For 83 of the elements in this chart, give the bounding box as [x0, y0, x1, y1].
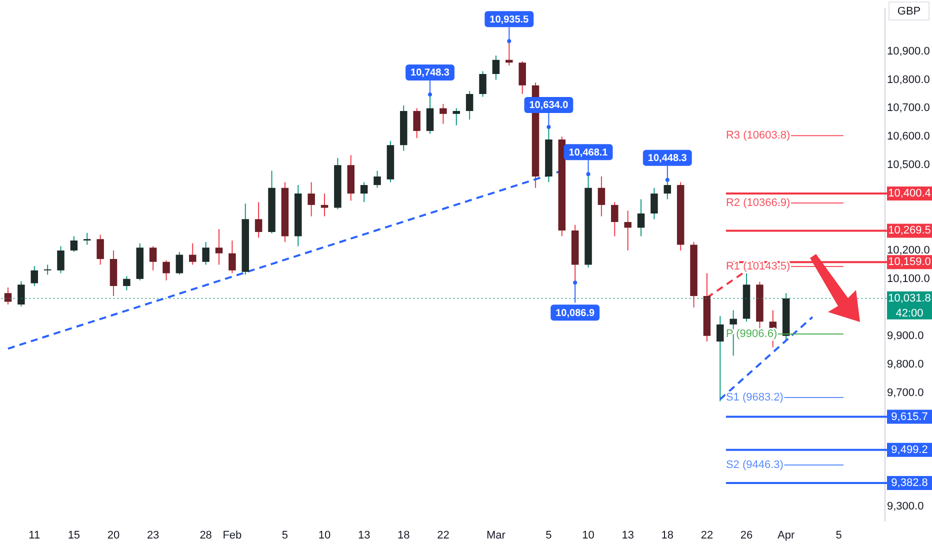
text: 10,935.5 — [490, 14, 529, 26]
y-tick-label: 10,900.0 — [887, 45, 930, 58]
candlestick — [624, 210, 632, 251]
candlestick — [360, 182, 368, 203]
ref-line-label: 10,269.5 — [888, 224, 931, 237]
candlestick — [162, 260, 170, 281]
candlestick — [96, 234, 104, 266]
ref-line-label: R2 (10366.9) — [726, 197, 790, 210]
x-tick-label: Mar — [486, 529, 506, 542]
candlestick — [518, 60, 526, 94]
text: 10,634.0 — [529, 100, 568, 112]
candlestick — [254, 202, 262, 238]
x-tick-label: 5 — [836, 529, 842, 542]
candlestick — [123, 276, 130, 291]
x-tick-label: 26 — [740, 529, 753, 542]
x-tick-label: 13 — [358, 529, 370, 542]
x-tick-label: 5 — [282, 529, 288, 542]
x-tick-label: 13 — [622, 529, 634, 542]
ref-line-label: R1 (10143.5) — [726, 260, 790, 273]
y-tick-label: 9,700.0 — [887, 386, 924, 399]
text: 10,468.1 — [568, 147, 608, 158]
ref-line-label: 10,400.4 — [888, 187, 931, 200]
candlestick — [70, 236, 78, 252]
candlestick — [202, 241, 210, 266]
candlestick — [598, 176, 606, 217]
candlestick — [189, 242, 196, 266]
ref-line-label: 9,382.8 — [891, 477, 928, 490]
candlestick — [492, 55, 500, 80]
y-tick-label: 10,800.0 — [887, 74, 930, 86]
ref-line-label: 10,159.0 — [888, 256, 931, 268]
candlestick — [466, 90, 474, 120]
y-tick-label: 9,800.0 — [887, 358, 924, 370]
candlestick — [57, 246, 64, 274]
candlestick — [479, 70, 486, 98]
x-tick-label: 22 — [437, 529, 450, 542]
x-tick-label: 20 — [107, 529, 120, 542]
candlestick — [637, 198, 645, 237]
candlestick — [320, 193, 328, 217]
y-tick-label: 10,500.0 — [887, 159, 930, 172]
candlestick — [413, 108, 420, 139]
x-tick-label: 11 — [28, 529, 40, 542]
candlestick — [228, 240, 236, 274]
x-tick-label: 15 — [68, 529, 80, 542]
x-tick-label: 10 — [582, 529, 594, 542]
candlestick — [84, 232, 91, 246]
x-tick-label: 18 — [398, 529, 410, 542]
candlestick — [4, 286, 12, 306]
candlestick — [176, 251, 184, 276]
text: GBP — [897, 6, 921, 18]
ref-line-label: R3 (10603.8) — [726, 130, 790, 142]
text: 10,086.9 — [556, 308, 595, 319]
candlestick — [440, 103, 447, 124]
candlestick — [149, 246, 157, 271]
ref-line-label: 10,031.8 42:00 — [888, 292, 931, 320]
y-tick-label: 10,200.0 — [887, 244, 930, 257]
candlestick — [650, 187, 658, 220]
text: 10,748.3 — [410, 68, 450, 79]
y-tick-label: 10,100.0 — [887, 272, 930, 285]
x-tick-label: Feb — [222, 529, 242, 542]
ref-line-label: S1 (9683.2) — [726, 392, 784, 404]
candlestick — [215, 228, 223, 266]
x-tick-label: 5 — [546, 529, 552, 542]
ref-line-label: S2 (9446.3) — [726, 458, 784, 471]
y-tick-label: 10,700.0 — [887, 102, 930, 114]
candlestick — [611, 202, 618, 237]
candlestick — [44, 264, 52, 276]
x-tick-label: 23 — [146, 529, 160, 542]
candlestick — [374, 170, 381, 188]
x-tick-label: 22 — [700, 529, 714, 542]
candlestick — [308, 182, 315, 217]
ref-line-label: 9,499.2 — [891, 444, 928, 456]
text: 10,448.3 — [648, 153, 687, 164]
x-tick-label: 10 — [318, 529, 331, 542]
x-tick-label: 28 — [200, 529, 212, 542]
candlestick — [452, 108, 460, 126]
x-tick-label: 18 — [661, 529, 674, 542]
ref-line-label: 9,615.7 — [891, 410, 928, 423]
x-tick-label: Apr — [778, 529, 795, 542]
y-tick-label: 9,300.0 — [887, 500, 924, 513]
y-tick-label: 10,600.0 — [887, 130, 930, 143]
candlestick — [30, 266, 38, 287]
y-tick-label: 9,900.0 — [887, 330, 924, 342]
candlestick — [716, 315, 724, 402]
